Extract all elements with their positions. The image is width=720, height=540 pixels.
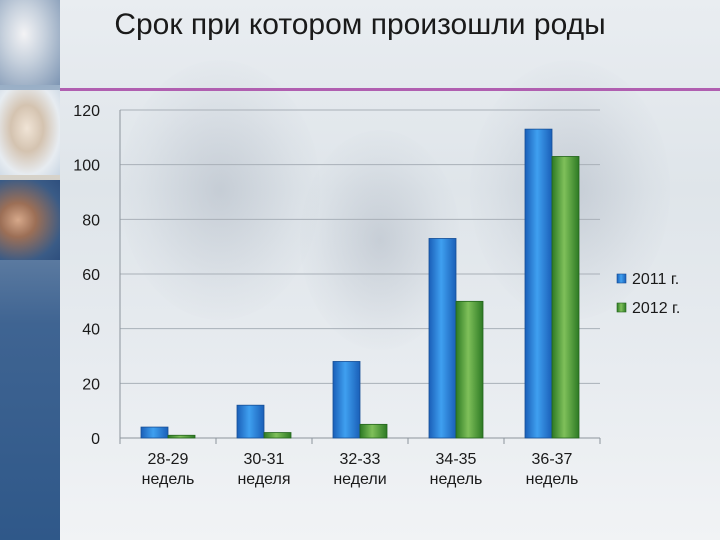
background-figure	[120, 60, 320, 320]
title-underline	[60, 88, 720, 91]
x-tick-label: неделя	[237, 471, 290, 488]
legend-label: 2011 г.	[632, 271, 679, 288]
bar-2012	[551, 156, 580, 439]
y-tick-label: 100	[73, 158, 100, 175]
bar-2011	[332, 361, 361, 439]
bar-2011	[236, 404, 265, 439]
x-tick-label: недель	[142, 471, 195, 488]
y-tick-label: 20	[82, 376, 100, 393]
medical-photo	[0, 180, 60, 260]
x-tick-label: 30-31	[244, 451, 285, 468]
legend-swatch	[616, 273, 627, 284]
slide-title: Срок при котором произошли роды	[114, 8, 606, 41]
bar-2012	[359, 423, 388, 439]
bar-2011	[524, 128, 553, 439]
x-tick-label: 34-35	[436, 451, 477, 468]
y-tick-label: 80	[82, 212, 100, 229]
y-tick-label: 0	[91, 431, 100, 448]
x-tick-label: недель	[430, 471, 483, 488]
medical-photo	[0, 0, 60, 85]
y-tick-label: 120	[73, 103, 100, 120]
x-tick-label: недели	[333, 471, 386, 488]
y-tick-label: 60	[82, 267, 100, 284]
y-tick-label: 40	[82, 322, 100, 339]
x-tick-label: 36-37	[532, 451, 573, 468]
medical-photo	[0, 90, 60, 175]
legend-swatch	[616, 302, 627, 313]
legend-label: 2012 г.	[632, 300, 680, 317]
bar-2012	[167, 434, 196, 439]
bar-2012	[263, 432, 292, 439]
bar-2011	[140, 426, 169, 439]
x-tick-label: недель	[526, 471, 579, 488]
x-tick-label: 32-33	[340, 451, 381, 468]
photo-strip	[0, 0, 60, 540]
bar-2011	[428, 238, 457, 439]
x-tick-label: 28-29	[148, 451, 189, 468]
bar-2012	[455, 300, 484, 439]
